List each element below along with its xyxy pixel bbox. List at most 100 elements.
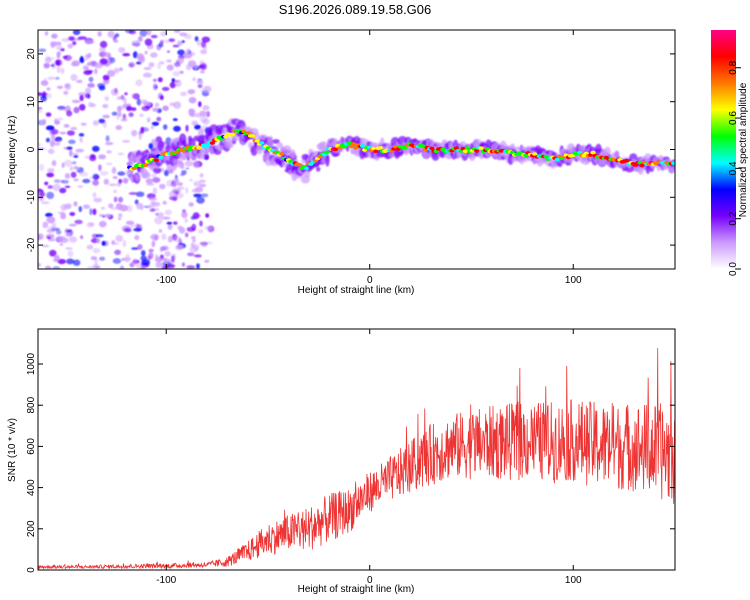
noise-blob [176,182,183,186]
noise-blob [198,64,205,69]
noise-blob [98,164,102,172]
noise-blob [177,49,186,56]
ridge-halo-blob [316,166,321,172]
noise-blob [171,255,175,263]
noise-blob [79,137,83,143]
noise-blob [70,126,78,131]
noise-blob [131,40,135,46]
noise-blob [185,48,191,54]
noise-blob [197,83,203,89]
noise-blob [192,77,196,82]
noise-blob [59,187,67,194]
noise-blob [38,234,42,240]
noise-blob [131,93,139,99]
noise-blob [56,235,66,241]
noise-blob [105,135,110,143]
noise-blob [172,71,180,77]
noise-blob [102,121,107,129]
noise-blob [158,229,163,233]
noise-blob [199,220,203,227]
noise-blob [71,99,81,104]
noise-blob [102,74,110,81]
spectrogram-x-tick-label: 0 [367,275,373,286]
noise-blob [109,57,116,64]
noise-blob [99,214,104,217]
noise-blob [184,232,189,238]
noise-blob [155,261,163,268]
ridge-halo-blob [256,143,263,155]
noise-blob [173,125,181,132]
noise-blob [181,262,185,267]
noise-blob [151,121,160,126]
noise-blob [46,191,55,200]
noise-blob [126,105,133,111]
noise-blob [177,186,185,191]
noise-blob [53,254,60,262]
noise-blob [61,179,69,184]
ridge-core-mark [590,150,596,155]
colorbar-tick-label: 0.0 [728,262,739,276]
noise-blob [123,103,132,107]
noise-blob [141,259,151,266]
noise-blob [55,45,63,51]
noise-blob [62,55,68,59]
spectrogram-y-tick-label: -20 [26,237,37,252]
noise-blob [146,30,152,36]
noise-blob [86,62,93,66]
noise-blob [188,202,194,207]
ridge-core-mark [402,146,408,150]
snr-series-line [38,348,675,570]
spectrogram-y-label: Frequency (Hz) [7,116,18,185]
noise-blob [199,241,208,246]
ridge-core-mark [420,144,426,148]
noise-blob [144,128,148,132]
noise-blob [155,212,159,216]
noise-blob [106,69,116,77]
noise-blob [187,89,196,95]
noise-blob [107,30,115,38]
snr-x-label: Height of straight line (km) [298,584,415,595]
noise-blob [141,250,146,257]
snr-x-tick-label: 0 [367,575,373,586]
noise-blob [100,206,106,210]
noise-blob [39,197,44,201]
noise-blob [191,236,196,240]
noise-blob [206,110,210,118]
spectrogram-y-tick-label: -10 [26,190,37,205]
noise-blob [54,118,58,125]
noise-blob [122,53,131,57]
noise-blob [94,62,103,69]
noise-blob [120,95,125,100]
noise-blob [77,185,84,189]
noise-blob [166,64,174,71]
spectrogram-x-tick-label: 100 [565,275,582,286]
noise-blob [199,110,207,117]
noise-blob [108,183,117,187]
noise-blob [182,209,186,213]
ridge-halo-blob [629,153,638,163]
noise-blob [98,118,106,124]
noise-blob [98,154,106,160]
ridge-core-mark [303,166,309,171]
noise-blob [47,185,54,189]
noise-blob [111,242,120,245]
noise-blob [159,183,166,190]
figure-title: S196.2026.089.19.58.G06 [278,2,432,17]
noise-blob [114,33,120,38]
noise-blob [71,152,80,156]
noise-blob [161,265,169,269]
noise-blob [181,211,188,218]
noise-blob [199,70,205,74]
noise-blob [131,107,137,111]
noise-blob [46,87,51,91]
noise-blob [88,40,95,44]
noise-blob [204,226,211,230]
ridge-halo-blob [140,167,148,179]
noise-blob [168,169,174,174]
noise-blob [152,83,158,91]
noise-blob [47,168,55,173]
noise-blob [99,47,106,52]
noise-blob [56,230,62,235]
noise-blob [191,120,199,127]
